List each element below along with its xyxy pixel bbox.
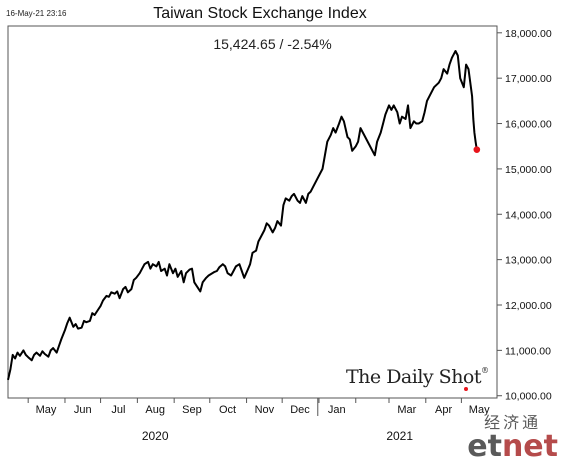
y-tick-label: 12,000.00 xyxy=(505,300,552,312)
y-axis: 10,000.00 11,000.00 12,000.00 13,000.00 14,0… xyxy=(497,28,552,403)
x-tick-label: Oct xyxy=(219,404,236,416)
x-tick-label: Nov xyxy=(255,404,275,416)
chart-subtitle: 15,424.65 / -2.54% xyxy=(213,36,332,52)
plot-frame xyxy=(7,25,498,399)
x-tick-label: Aug xyxy=(145,404,165,416)
etnet-watermark: 经济通 etnet xyxy=(467,409,558,464)
y-tick-label: 13,000.00 xyxy=(505,255,552,267)
brand-dot xyxy=(464,387,468,391)
y-tick-label: 11,000.00 xyxy=(505,345,551,357)
year-label: 2020 xyxy=(142,429,169,443)
series-layer xyxy=(7,50,481,391)
x-tick-label: Jan xyxy=(328,404,346,416)
x-tick-label: Dec xyxy=(290,404,310,416)
y-tick-label: 16,000.00 xyxy=(505,119,552,131)
daily-shot-logo: The Daily Shot® xyxy=(346,366,489,388)
y-tick-label: 17,000.00 xyxy=(505,73,552,85)
x-axis: May Jun Jul Aug Sep Oct Nov Dec Jan Mar Apr May 2020… xyxy=(27,398,490,443)
y-tick-label: 15,000.00 xyxy=(505,164,552,176)
watermark-latin: etnet xyxy=(467,429,558,464)
x-tick-label: Jul xyxy=(111,404,125,416)
watermark-chinese: 经济通 xyxy=(484,413,542,432)
series-line xyxy=(7,50,478,381)
x-tick-label: Mar xyxy=(397,404,416,416)
y-tick-label: 14,000.00 xyxy=(505,209,552,221)
last-point-marker xyxy=(473,146,481,153)
timestamp: 16-May-21 23:16 xyxy=(6,9,67,18)
x-tick-label: Apr xyxy=(435,404,452,416)
y-tick-label: 10,000.00 xyxy=(505,391,552,403)
y-tick-label: 18,000.00 xyxy=(505,28,552,40)
year-label: 2021 xyxy=(386,429,413,443)
x-tick-label: May xyxy=(469,404,490,416)
chart-title: Taiwan Stock Exchange Index xyxy=(153,5,367,22)
x-tick-label: Jun xyxy=(74,404,92,416)
x-tick-label: May xyxy=(36,404,57,416)
x-tick-label: Sep xyxy=(182,404,202,416)
